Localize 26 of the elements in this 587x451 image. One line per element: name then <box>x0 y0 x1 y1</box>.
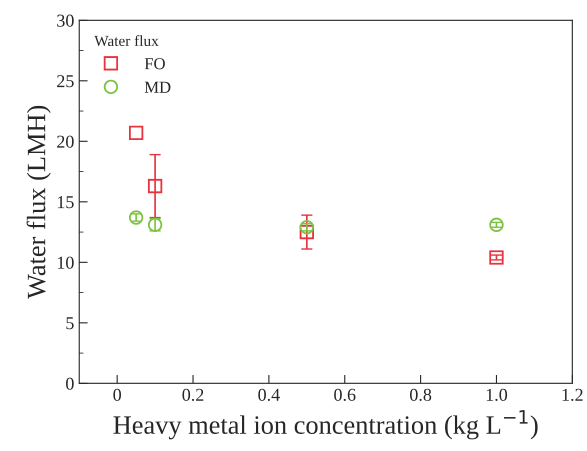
point <box>489 250 504 265</box>
x-tick-label: 1.0 <box>486 388 508 401</box>
point <box>128 210 144 225</box>
y-tick-label: 5 <box>66 317 74 330</box>
x-tick-label: 0.2 <box>182 388 204 401</box>
x-tick-label: 0 <box>113 388 121 401</box>
point <box>128 126 144 140</box>
y-tick-label: 20 <box>57 136 74 148</box>
y-tick-label: 25 <box>57 75 74 88</box>
x-tick-label: 0.8 <box>410 388 432 401</box>
x-tick-label: 0.6 <box>334 388 356 401</box>
legend-label: MD <box>144 82 170 93</box>
x-tick-label: 0.4 <box>258 388 280 401</box>
x-tick-label: 1.2 <box>562 388 583 401</box>
y-tick-label: 0 <box>66 378 74 390</box>
y-axis-title: Water flux (LMH) <box>26 106 51 299</box>
legend-title: Water flux <box>94 35 159 46</box>
point <box>300 220 314 234</box>
y-tick-label: 10 <box>58 256 74 269</box>
y-tick-label: 30 <box>57 14 74 27</box>
point <box>489 218 504 232</box>
y-tick-label: 15 <box>58 196 74 208</box>
legend-label: FO <box>144 58 165 70</box>
x-axis-title: Heavy metal ion concentration (kg L$^{−1}$) <box>113 410 538 440</box>
point <box>148 178 162 194</box>
point <box>300 224 314 240</box>
